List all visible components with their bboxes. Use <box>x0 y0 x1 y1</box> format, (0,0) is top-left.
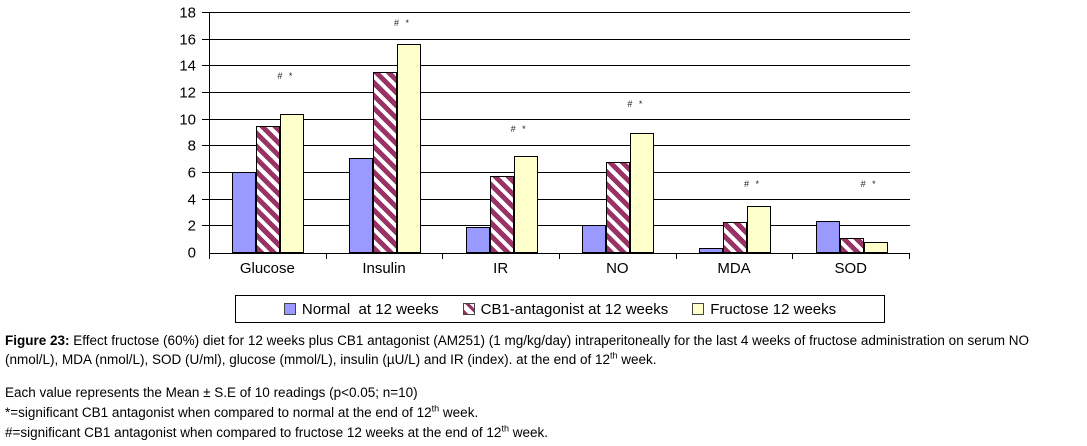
bar-set <box>582 133 655 253</box>
note-text: *=significant CB1 antagonist when compar… <box>5 405 432 420</box>
gridline <box>202 172 910 174</box>
y-axis-tick-label: 0 <box>187 244 196 262</box>
category-label: SOD <box>834 260 867 277</box>
y-axis-tick-label: 2 <box>187 217 196 235</box>
significance-annotation: # * <box>744 179 762 189</box>
x-axis-tick <box>559 253 560 259</box>
category-label: MDA <box>717 260 751 277</box>
bar-normal <box>582 225 607 253</box>
note-superscript: th <box>431 403 440 414</box>
bar-set <box>232 113 305 253</box>
y-axis-tick-label: 8 <box>187 137 196 155</box>
category-label: NO <box>606 260 629 277</box>
bar-set <box>815 221 888 253</box>
gridline <box>202 38 910 40</box>
bar-normal <box>699 248 724 253</box>
y-axis-tick-label: 16 <box>179 31 196 49</box>
gridline <box>202 225 910 227</box>
gridline <box>202 92 910 94</box>
bar-cb1-antagonist <box>489 176 514 253</box>
bar-fructose <box>397 43 421 253</box>
significance-annotation: # * <box>277 71 295 81</box>
bar-chart: 0 2 4 6 8 10 12 14 16 18 # * # * # * # * # * # * Glucos… <box>179 6 910 323</box>
figure-notes: Each value represents the Mean ± S.E of … <box>5 383 1083 443</box>
category-label: IR <box>493 260 509 277</box>
bar-fructose <box>863 242 888 253</box>
significance-annotation: # * <box>510 124 528 135</box>
bar-group: # * <box>560 13 677 253</box>
note-line: Each value represents the Mean ± S.E of … <box>5 383 1083 403</box>
chart-legend: Normal at 12 weeks CB1-antagonist at 12 w… <box>235 295 885 323</box>
bar-normal <box>349 158 373 253</box>
gridline <box>202 145 910 147</box>
legend-item: CB1-antagonist at 12 weeks <box>462 300 669 318</box>
gridline <box>202 12 910 13</box>
bar-groups: # * # * # * # * # * # * <box>210 13 910 253</box>
bar-cb1-antagonist <box>373 71 397 253</box>
caption-tail: week. <box>617 352 657 367</box>
bar-normal <box>232 171 257 253</box>
bar-normal <box>465 227 490 253</box>
note-line: *=significant CB1 antagonist when compar… <box>5 403 1083 423</box>
caption-text: Effect fructose (60%) diet for 12 weeks … <box>5 333 1029 367</box>
bar-group: # * <box>210 13 327 253</box>
figure-label: Figure 23: <box>5 333 70 348</box>
x-axis-tick <box>442 253 444 259</box>
bar-cb1-antagonist <box>606 162 631 253</box>
significance-annotation: # * <box>393 17 412 28</box>
x-axis-tick <box>325 253 327 259</box>
bar-group: # * <box>793 13 910 253</box>
legend-label: Fructose 12 weeks <box>710 300 837 318</box>
bar-group: # * <box>327 13 444 253</box>
y-axis-tick-label: 10 <box>179 111 196 129</box>
significance-annotation: # * <box>860 179 878 189</box>
y-axis-tick-label: 12 <box>179 84 196 102</box>
y-axis-tick-label: 4 <box>187 191 196 209</box>
bar-cb1-antagonist <box>723 221 748 253</box>
bar-set <box>699 206 772 253</box>
x-axis-tick <box>792 253 794 259</box>
y-axis-tick-label: 6 <box>187 164 196 182</box>
legend-label: Normal at 12 weeks <box>301 300 439 318</box>
note-text: #=significant CB1 antagonist when compar… <box>5 425 502 440</box>
bar-group: # * <box>677 13 794 253</box>
legend-item: Fructose 12 weeks <box>692 301 836 318</box>
legend-label: CB1-antagonist at 12 weeks <box>480 300 669 318</box>
legend-swatch <box>692 303 705 315</box>
bar-set <box>349 43 421 253</box>
x-axis-tick <box>209 253 210 259</box>
figure-caption: Figure 23: Effect fructose (60%) diet fo… <box>5 331 1083 369</box>
significance-annotation: # * <box>627 99 645 109</box>
category-label: Glucose <box>239 260 295 277</box>
legend-swatch <box>462 303 475 315</box>
legend-item: Normal at 12 weeks <box>283 300 439 318</box>
gridline <box>202 118 910 120</box>
category-label: Insulin <box>362 260 406 277</box>
x-axis-tick <box>909 253 910 259</box>
y-axis-tick-label: 18 <box>179 4 196 22</box>
plot-area: 0 2 4 6 8 10 12 14 16 18 # * # * # * # * # * # * <box>179 6 910 261</box>
x-axis-tick <box>675 253 677 259</box>
gridline <box>202 198 910 200</box>
x-axis-labels: Glucose Insulin IR NO MDA SOD <box>209 260 909 277</box>
y-axis-tick-label: 14 <box>179 57 196 75</box>
bar-normal <box>815 221 840 253</box>
note-line: #=significant CB1 antagonist when compar… <box>5 423 1083 443</box>
gridline <box>202 65 910 67</box>
note-superscript: th <box>501 423 509 434</box>
bar-cb1-antagonist <box>256 126 281 253</box>
bar-group: # * <box>443 13 560 253</box>
bar-fructose <box>630 133 655 253</box>
note-text: Each value represents the Mean ± S.E of … <box>5 385 418 400</box>
bar-fructose <box>280 113 305 253</box>
legend-swatch <box>283 303 296 315</box>
caption-superscript: th <box>609 350 618 361</box>
bar-cb1-antagonist <box>839 238 864 253</box>
bar-set <box>465 156 538 253</box>
bar-fructose <box>747 206 772 253</box>
bar-fructose <box>513 156 538 253</box>
note-tail: week. <box>508 425 548 440</box>
note-tail: week. <box>439 405 479 420</box>
